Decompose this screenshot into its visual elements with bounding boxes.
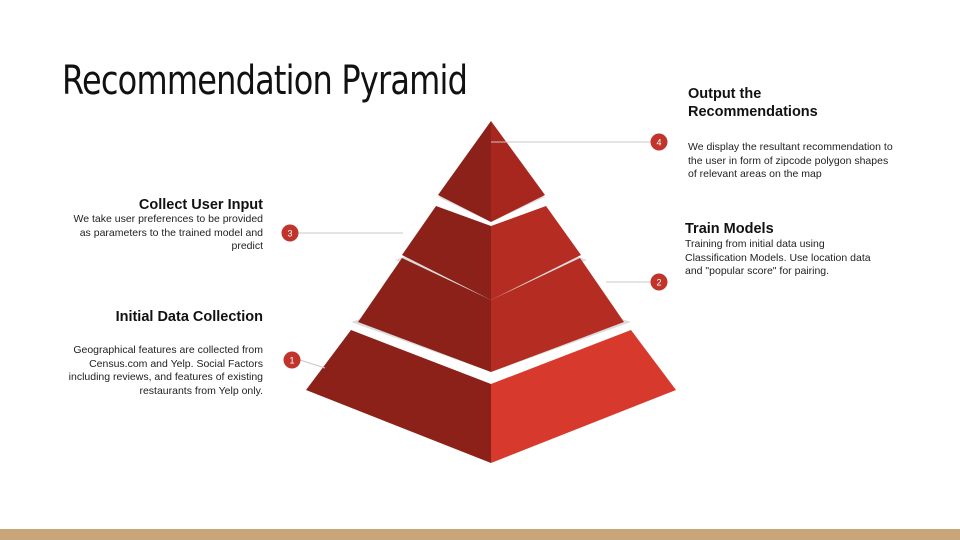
step-badge-3: 3 [281, 224, 299, 242]
pyramid-tier-3-left [402, 206, 491, 300]
step-1-title: Initial Data Collection [115, 309, 263, 325]
pyramid-tier-2-left [358, 258, 491, 372]
pyramid-tier-1-left [306, 330, 491, 463]
step-badge-1: 1 [283, 351, 301, 369]
step-1-description: Geographical features are collected from… [68, 344, 263, 397]
step-3-title: Collect User Input [138, 197, 263, 213]
step-badge-2: 2 [650, 273, 668, 291]
step-badge-3-number: 3 [287, 228, 292, 238]
step-badge-2-number: 2 [656, 277, 661, 287]
pyramid-tier-1-right [491, 330, 676, 463]
bottom-accent-bar [0, 529, 960, 540]
step-badge-1-number: 1 [289, 355, 294, 365]
step-2-description: Training from initial data using Classif… [685, 238, 871, 278]
slide-title: Recommendation Pyramid [62, 58, 468, 104]
step-2-title: Train Models [685, 221, 774, 237]
connector-line-1 [299, 359, 326, 369]
pyramid-tier-3-right [491, 206, 581, 300]
pyramid-tier-4-left [438, 121, 491, 222]
pyramid-tier-4-right [491, 121, 545, 222]
step-badge-4-number: 4 [656, 137, 661, 147]
step-4-title: Output the Recommendations [688, 86, 818, 120]
pyramid-tier-2-right [491, 258, 624, 372]
step-4-description: We display the resultant recommendation … [688, 141, 893, 181]
step-badge-4: 4 [650, 133, 668, 151]
step-3-description: We take user preferences to be provided … [73, 213, 264, 253]
